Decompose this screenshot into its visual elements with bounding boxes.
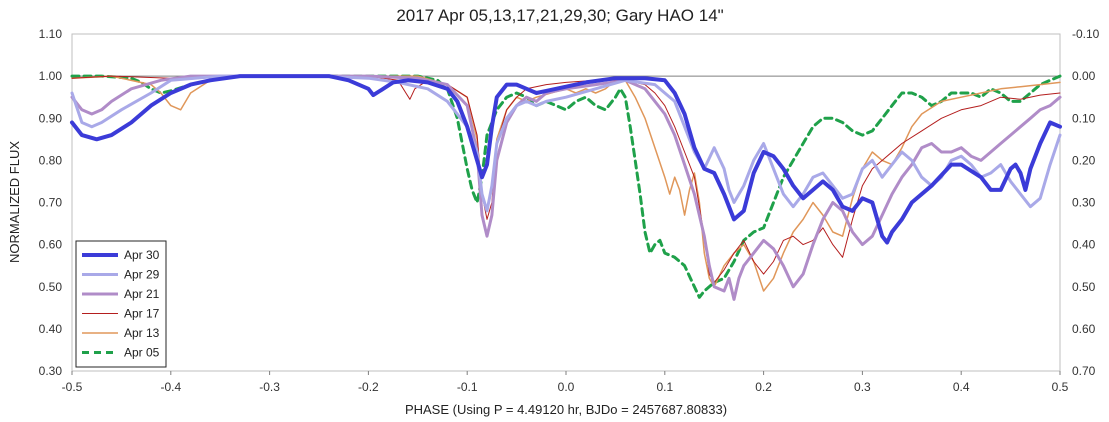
legend-label: Apr 05 xyxy=(124,346,160,360)
x-tick-label: -0.5 xyxy=(62,380,83,394)
legend: Apr 30 Apr 29 Apr 21 Apr 17 Apr 13 Apr 05 xyxy=(75,240,167,368)
y-tick-label: 1.10 xyxy=(39,27,63,41)
y-tick-label: 1.00 xyxy=(39,69,63,83)
y2-tick-label: 0.40 xyxy=(1072,238,1096,252)
x-axis-label: PHASE (Using P = 4.49120 hr, BJDo = 2457… xyxy=(405,402,727,417)
y2-tick-label: 0.10 xyxy=(1072,111,1096,125)
y-tick-label: 0.90 xyxy=(39,111,63,125)
x-tick-label: 0.3 xyxy=(854,380,871,394)
x-tick-label: -0.2 xyxy=(358,380,379,394)
legend-label: Apr 29 xyxy=(124,268,160,282)
x-tick-label: 0.4 xyxy=(953,380,970,394)
series-line-apr-05 xyxy=(70,74,1062,299)
y-tick-label: 0.50 xyxy=(39,280,63,294)
x-tick-label: 0.1 xyxy=(656,380,673,394)
legend-label: Apr 17 xyxy=(124,307,160,321)
series-line-apr-29 xyxy=(70,74,1062,213)
y-tick-label: 0.80 xyxy=(39,153,63,167)
series-line-apr-30 xyxy=(70,74,1062,245)
x-tick-label: -0.4 xyxy=(160,380,181,394)
chart-title: 2017 Apr 05,13,17,21,29,30; Gary HAO 14" xyxy=(396,6,723,25)
legend-label: Apr 30 xyxy=(124,248,160,262)
y-axis-ticks: 1.10 1.00 0.90 0.80 0.70 0.60 0.50 0.40 0.30 xyxy=(39,27,63,378)
x-axis-ticks: -0.5 -0.4 -0.3 -0.2 -0.1 0.0 0.1 0.2 0.3 0.4 0.5 xyxy=(62,371,1069,394)
x-tick-label: 0.0 xyxy=(558,380,575,394)
series-layer xyxy=(70,74,1062,301)
x-tick-label: 0.2 xyxy=(755,380,772,394)
x-tick-label: -0.3 xyxy=(259,380,280,394)
series-line-apr-13 xyxy=(71,75,1061,292)
legend-box xyxy=(75,240,167,368)
y2-tick-label: 0.60 xyxy=(1072,322,1096,336)
x-tick-label: -0.1 xyxy=(457,380,478,394)
legend-label: Apr 13 xyxy=(124,326,160,340)
y2-tick-label: 0.20 xyxy=(1072,153,1096,167)
y2-tick-label: 0.50 xyxy=(1072,280,1096,294)
y-axis-label: NORMALIZED FLUX xyxy=(7,141,22,263)
y2-tick-label: 0.30 xyxy=(1072,196,1096,210)
y2-tick-label: 0.00 xyxy=(1072,69,1096,83)
y2-tick-label: 0.70 xyxy=(1072,364,1096,378)
y-tick-label: 0.30 xyxy=(39,364,63,378)
y2-tick-label: -0.10 xyxy=(1072,27,1100,41)
series-line-apr-21 xyxy=(70,74,1062,301)
y-tick-label: 0.70 xyxy=(39,196,63,210)
series-line-apr-17 xyxy=(71,75,1061,283)
x-tick-label: 0.5 xyxy=(1052,380,1069,394)
secondary-y-axis-ticks: -0.10 0.00 0.10 0.20 0.30 0.40 0.50 0.60 0.70 xyxy=(1072,27,1100,378)
y-tick-label: 0.60 xyxy=(39,238,63,252)
legend-label: Apr 21 xyxy=(124,287,160,301)
y-tick-label: 0.40 xyxy=(39,322,63,336)
